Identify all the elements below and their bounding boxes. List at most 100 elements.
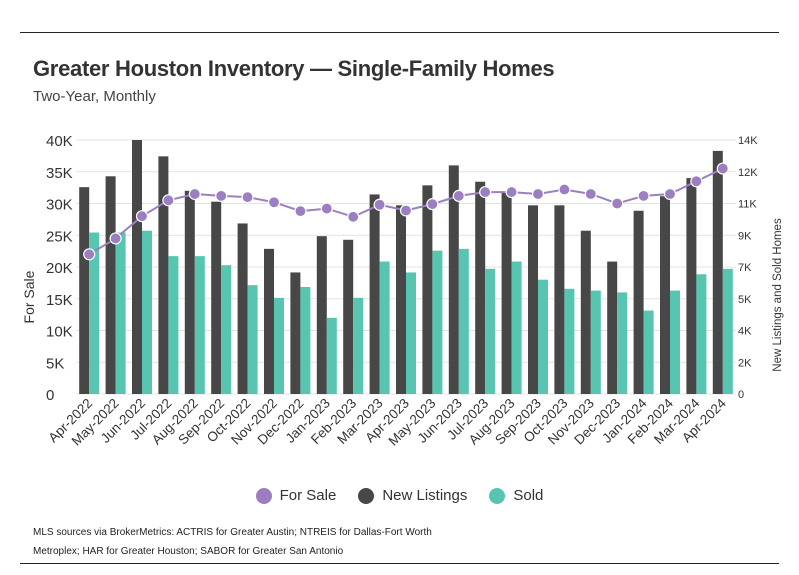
y-tick-label: 15K — [46, 292, 73, 309]
chart-title: Greater Houston Inventory — Single-Famil… — [33, 56, 555, 81]
y2-tick-label: 5K — [738, 294, 752, 306]
y-tick-label: 25K — [46, 228, 73, 245]
bar-new-listings — [132, 140, 142, 394]
point-for-sale — [399, 204, 413, 217]
y-tick-label: 35K — [46, 165, 73, 182]
bar-sold — [511, 261, 522, 394]
bar-sold — [326, 317, 337, 394]
y2-tick-label: 7K — [738, 262, 752, 274]
bar-new-listings — [343, 239, 354, 394]
point-for-sale — [241, 191, 254, 204]
bar-sold — [353, 297, 364, 394]
legend-item-sold: Sold — [489, 487, 543, 504]
chart-legend: For Sale New Listings Sold — [0, 487, 799, 504]
point-for-sale — [426, 198, 439, 211]
y2-tick-label: 11K — [738, 199, 757, 211]
y-tick-label: 10K — [46, 324, 73, 341]
bar-new-listings — [501, 192, 512, 394]
legend-label-new-listings: New Listings — [382, 487, 468, 504]
bar-sold — [194, 256, 205, 394]
bar-new-listings — [264, 248, 274, 394]
legend-label-for-sale: For Sale — [279, 487, 337, 504]
y-tick-label: 5K — [46, 355, 64, 372]
bar-sold — [538, 279, 548, 394]
legend-swatch-sold — [489, 487, 506, 504]
legend-item-for-sale: For Sale — [255, 487, 337, 504]
point-for-sale — [584, 187, 597, 201]
bar-sold — [89, 232, 100, 394]
point-for-sale — [267, 196, 281, 209]
point-for-sale — [83, 248, 96, 261]
legend-label-sold: Sold — [513, 487, 544, 504]
bar-sold — [432, 250, 443, 394]
bar-sold — [115, 232, 126, 394]
bar-new-listings — [184, 190, 195, 394]
bar-sold — [643, 310, 654, 394]
bar-new-listings — [237, 223, 248, 394]
bar-sold — [142, 230, 152, 394]
bar-new-listings — [448, 165, 459, 394]
point-for-sale — [215, 189, 228, 202]
chart-plot: 0 5K 10K 15K 20K 25K 30K 35K 40K 0 2K 4K 5K 7K 9K 11K 12… — [21, 133, 784, 449]
bar-sold — [300, 286, 311, 394]
bar-new-listings — [211, 201, 222, 394]
point-for-sale — [611, 197, 624, 210]
point-for-sale — [294, 205, 307, 218]
chart-subtitle: Two-Year, Monthly — [33, 88, 156, 105]
bar-sold — [458, 248, 469, 394]
bar-sold — [617, 292, 628, 394]
point-for-sale — [663, 187, 677, 201]
point-for-sale — [320, 202, 333, 215]
point-for-sale — [109, 232, 122, 245]
bar-new-listings — [686, 178, 697, 394]
y2-tick-label: 0 — [738, 389, 744, 401]
bottom-rule — [20, 563, 779, 564]
bar-new-listings — [528, 205, 538, 394]
y2-tick-label: 9K — [738, 230, 752, 242]
point-for-sale — [188, 187, 201, 201]
bar-new-listings — [316, 236, 327, 394]
y2-tick-label: 2K — [738, 357, 752, 369]
bar-sold — [247, 285, 258, 394]
y2-tick-label: 4K — [738, 326, 752, 338]
bar-sold — [722, 268, 733, 394]
bar-new-listings — [369, 194, 380, 394]
bar-sold — [564, 288, 575, 394]
legend-swatch-new-listings — [358, 487, 375, 504]
y-tick-label: 30K — [46, 197, 73, 214]
source-note: MLS sources via BrokerMetrics: ACTRIS fo… — [33, 527, 432, 557]
legend-swatch-for-sale — [255, 487, 272, 504]
bar-sold — [274, 297, 284, 394]
bar-sold — [168, 256, 179, 394]
point-for-sale — [162, 194, 175, 207]
bar-new-listings — [290, 272, 301, 394]
point-for-sale — [690, 175, 703, 188]
bar-sold — [670, 290, 680, 394]
legend-item-new-listings: New Listings — [358, 487, 467, 504]
bar-new-listings — [580, 230, 591, 394]
point-for-sale — [135, 210, 149, 223]
bar-new-listings — [396, 205, 406, 394]
y-axis-title: For Sale — [21, 270, 37, 323]
y-tick-label: 20K — [46, 260, 73, 277]
bar-new-listings — [79, 187, 90, 394]
bar-new-listings — [475, 181, 486, 394]
bar-sold — [590, 290, 601, 394]
bar-new-listings — [105, 176, 116, 394]
point-for-sale — [373, 198, 386, 211]
bar-new-listings — [607, 261, 618, 394]
top-rule — [20, 32, 779, 33]
y2-tick-label: 12K — [738, 167, 758, 179]
point-for-sale — [347, 210, 360, 223]
y2-tick-label: 14K — [738, 135, 758, 147]
point-for-sale — [452, 189, 465, 202]
bar-sold — [406, 272, 416, 394]
y-tick-label: 40K — [46, 133, 73, 150]
point-for-sale — [558, 183, 571, 196]
bar-new-listings — [712, 150, 723, 394]
bar-new-listings — [422, 185, 433, 394]
bar-sold — [696, 274, 707, 394]
y2-axis-title: New Listings and Sold Homes — [772, 218, 784, 372]
bar-sold — [485, 268, 496, 394]
bar-new-listings — [158, 156, 169, 394]
